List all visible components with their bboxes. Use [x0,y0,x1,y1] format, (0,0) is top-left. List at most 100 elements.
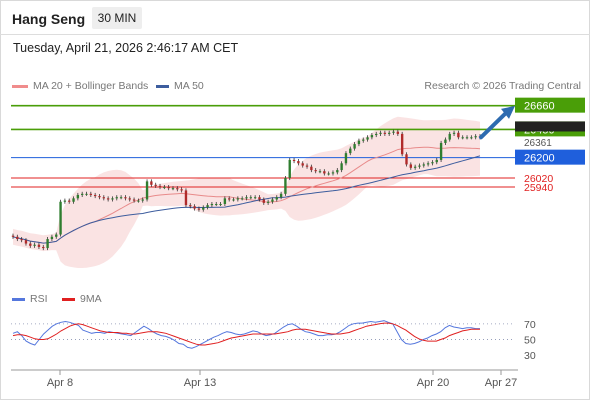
candle-body [59,201,62,235]
rsi-tick-30: 30 [524,350,536,362]
candle-body [418,165,421,167]
candle-body [106,198,110,200]
candle-body [457,132,460,138]
candle-body [448,133,451,140]
rsi-tick-50: 50 [524,335,536,347]
candle-body [16,236,19,240]
candle-body [413,166,417,168]
candle-body [176,188,179,190]
candle-body [297,161,300,164]
candle-body [37,244,41,247]
rsi-tick-70: 70 [524,319,536,331]
rsi-ma-label: 9MA [80,293,102,305]
candle-body [266,201,270,203]
candle-body [275,197,278,200]
candle-body [240,198,244,200]
candle-body [68,200,71,202]
legend-ma50: MA 50 [156,80,204,92]
candle-body [236,198,240,200]
candle-body [202,207,205,210]
candle-body [405,154,408,165]
candle-body [180,189,183,191]
level-label-26660: 26660 [524,101,555,113]
candle-body [253,197,257,199]
header-bar: Hang Seng 30 MIN [0,0,590,35]
candle-body [85,193,88,195]
candle-body [171,188,175,190]
candle-body [50,236,54,240]
level-label-26020: 26020 [524,173,553,185]
candle-body [42,246,45,249]
candle-body [158,185,162,188]
candle-body [327,173,330,175]
candle-body [292,159,296,162]
candle-body [336,170,339,173]
candle-body [24,240,28,244]
candle-body [20,239,23,241]
candle-body [305,165,309,167]
candle-body [249,197,253,199]
interval-button[interactable]: 30 MIN [92,7,142,29]
candle-body [357,140,361,145]
candle-body [400,133,404,155]
rsi-ma-line [12,322,480,346]
candle-body [102,197,105,199]
candle-body [163,187,166,189]
bollinger-band [13,116,480,268]
candle-body [349,148,352,154]
candle-body [119,197,123,199]
candle-body [262,199,265,203]
candle-body [279,193,283,198]
forecast-arrow [479,110,508,140]
candle-body [439,142,443,160]
candle-body [206,205,209,208]
candle-body [426,163,430,165]
candle-body [318,171,322,173]
candle-body [111,198,114,200]
candle-body [145,181,149,200]
candle-body [366,137,369,140]
level-label-25940: 25940 [524,182,553,194]
candle-body [435,159,438,163]
candle-body [375,133,378,136]
candle-body [184,190,188,206]
candle-body [271,199,274,202]
candle-body [167,187,170,189]
legend-rsi: RSI [12,293,48,305]
candle-body [310,166,313,171]
candle-body [301,163,304,166]
candle-body [422,164,425,166]
ma50-label: MA 50 [174,80,204,92]
candle-body [137,200,140,202]
candle-body [219,204,222,205]
candle-body [80,193,84,195]
candle-body [132,199,136,201]
rsi-label: RSI [30,293,48,305]
rsi-swatch [12,297,25,301]
legend-rsi-ma: 9MA [62,293,102,305]
candle-body [288,159,291,178]
candle-body [11,235,15,237]
candle-body [323,171,326,174]
candle-body [474,136,477,138]
candle-body [396,131,400,134]
candle-body [258,197,261,200]
candle-body [431,162,434,164]
candle-body [353,144,356,149]
candle-body [141,199,144,201]
candle-body [33,244,36,246]
ma50-swatch [156,84,169,88]
candle-body [154,184,157,186]
candle-body [210,204,214,206]
forecast-arrow-head [501,105,515,119]
candle-body [215,204,218,205]
candle-body [150,181,153,185]
candle-body [340,163,343,171]
candle-body [128,198,131,200]
candle-body [465,137,469,139]
candle-body [228,198,231,200]
candle-body [115,197,118,199]
timestamp: Tuesday, April 21, 2026 2:46:17 AM CET [13,41,239,55]
level-label-26200: 26200 [524,153,555,165]
candle-body [93,194,97,197]
